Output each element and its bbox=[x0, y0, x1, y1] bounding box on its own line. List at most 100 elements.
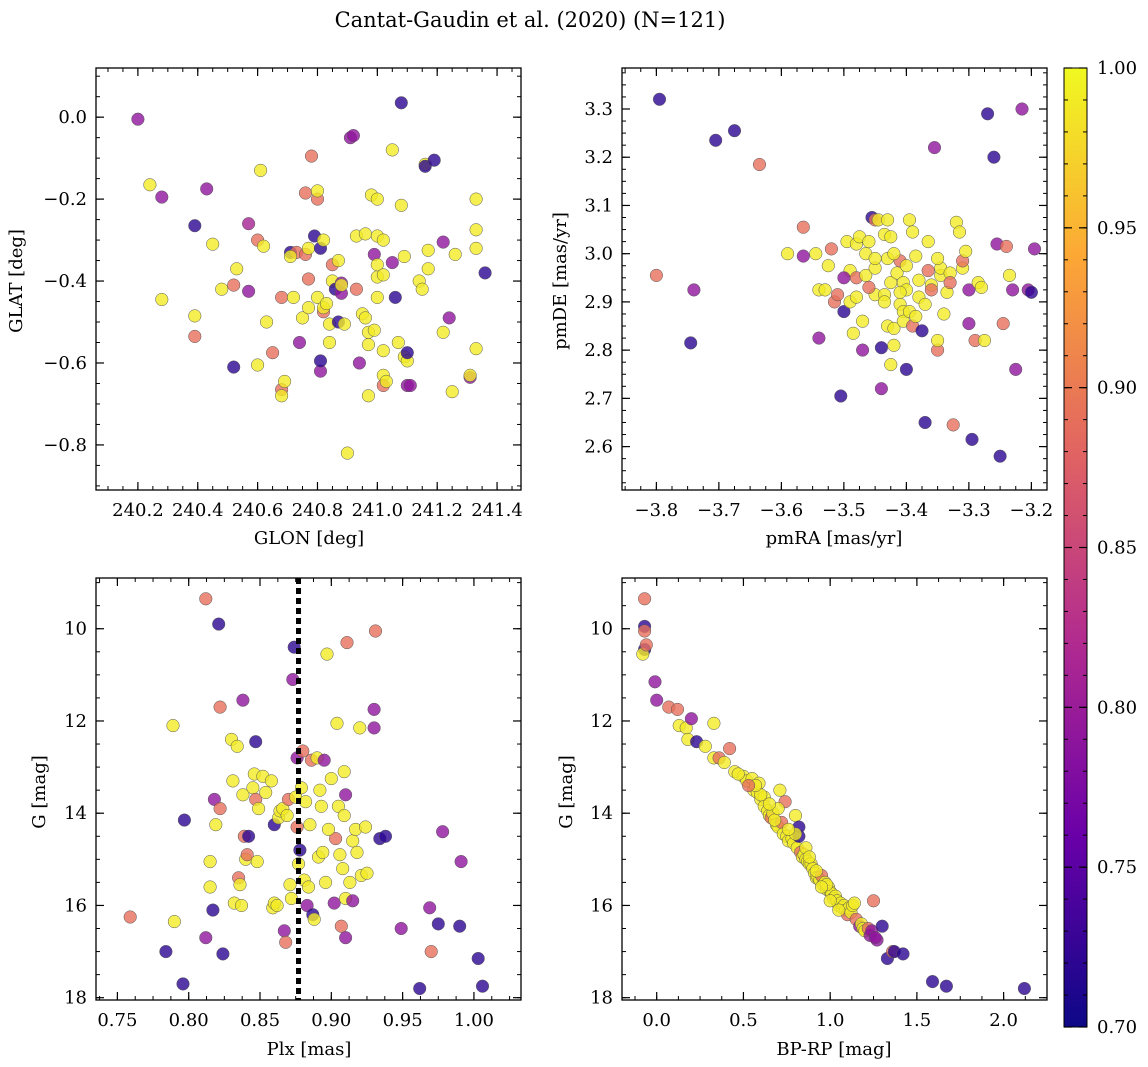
scatter-point bbox=[723, 742, 737, 756]
scatter-point bbox=[280, 808, 294, 823]
scatter-point bbox=[203, 880, 217, 894]
scatter-point bbox=[469, 192, 483, 206]
scatter-point bbox=[361, 389, 375, 403]
y-tick-label: 18 bbox=[64, 988, 87, 1009]
y-tick-label: 14 bbox=[64, 803, 87, 824]
scatter-point bbox=[463, 368, 477, 382]
panel-pmra-pmde: pmRA [mas/yr] pmDE [mas/yr] −3.8 −3.7 −3.6… bbox=[550, 67, 1053, 549]
scatter-point bbox=[650, 693, 664, 707]
scatter-point bbox=[394, 921, 408, 936]
scatter-point bbox=[974, 280, 988, 294]
figure-title: Cantat-Gaudin et al. (2020) (N=121) bbox=[335, 8, 726, 32]
y-tick-label: −0.4 bbox=[43, 271, 87, 292]
scatter-point bbox=[367, 702, 381, 716]
scatter-point bbox=[370, 290, 384, 304]
scatter-point bbox=[301, 272, 316, 286]
scatter-point bbox=[648, 675, 662, 689]
x-tick-label: 2.0 bbox=[989, 1010, 1018, 1031]
x-tick-label: 1.0 bbox=[816, 1010, 845, 1031]
scatter-point bbox=[999, 239, 1013, 253]
scatter-point bbox=[856, 314, 870, 328]
scatter-point bbox=[802, 850, 816, 864]
scatter-point bbox=[275, 290, 289, 304]
scatter-point bbox=[310, 290, 325, 304]
scatter-point bbox=[899, 259, 913, 273]
scatter-point bbox=[814, 880, 829, 894]
scatter-point bbox=[337, 765, 351, 779]
scatter-point bbox=[866, 894, 881, 908]
scatter-point bbox=[361, 338, 375, 352]
scatter-point bbox=[849, 290, 863, 304]
scatter-point bbox=[307, 912, 321, 926]
scatter-point bbox=[260, 315, 274, 329]
scatter-point bbox=[292, 335, 307, 350]
y-tick-label: 10 bbox=[64, 619, 87, 640]
scatter-point bbox=[304, 149, 319, 163]
plot-frame bbox=[621, 577, 1048, 1001]
scatter-point bbox=[250, 855, 264, 869]
scatter-point bbox=[400, 346, 414, 360]
scatter-point bbox=[454, 855, 468, 869]
scatter-point bbox=[242, 217, 256, 231]
scatter-point bbox=[874, 382, 888, 396]
scatter-point bbox=[403, 378, 417, 393]
y-tick-label: 10 bbox=[590, 619, 613, 640]
scatter-point bbox=[862, 235, 876, 249]
scatter-point bbox=[188, 219, 202, 233]
scatter-point bbox=[781, 247, 795, 261]
scatter-point bbox=[742, 778, 756, 793]
scatter-point bbox=[1027, 242, 1042, 256]
scatter-point bbox=[283, 249, 298, 264]
scatter-point bbox=[213, 802, 227, 816]
scatter-point bbox=[321, 822, 336, 836]
colorbar: 0.70 0.75 0.80 0.85 0.90 0.95 1.00 bbox=[1063, 58, 1137, 1038]
x-tick-label: 0.90 bbox=[311, 1010, 351, 1031]
colorbar-tick-label: 0.75 bbox=[1097, 857, 1137, 878]
scatter-point bbox=[360, 866, 374, 880]
x-axis-label: Plx [mas] bbox=[267, 1039, 352, 1060]
scatter-point bbox=[475, 979, 490, 993]
x-tick-label: 1.5 bbox=[903, 1010, 932, 1031]
scatter-point bbox=[358, 311, 372, 325]
scatter-point bbox=[912, 273, 926, 287]
scatter-point bbox=[333, 848, 347, 862]
scatter-point bbox=[249, 735, 263, 749]
scatter-point bbox=[638, 592, 652, 606]
scatter-point bbox=[788, 808, 803, 823]
scatter-point bbox=[707, 716, 721, 730]
scatter-point bbox=[236, 788, 250, 802]
scatter-point bbox=[896, 947, 910, 961]
plot-frame bbox=[621, 67, 1048, 491]
scatter-point bbox=[242, 829, 256, 843]
scatter-point bbox=[324, 772, 338, 786]
x-tick-label: 240.8 bbox=[292, 500, 344, 521]
scatter-point bbox=[370, 258, 384, 272]
scatter-point bbox=[915, 324, 929, 338]
scatter-point bbox=[952, 225, 967, 239]
scatter-point bbox=[376, 233, 390, 247]
scatter-point bbox=[959, 244, 973, 258]
x-tick-label: 241.4 bbox=[471, 500, 523, 521]
colorbar-tick-label: 1.00 bbox=[1097, 58, 1137, 79]
scatter-point bbox=[834, 389, 848, 403]
scatter-point bbox=[868, 251, 882, 266]
y-tick-label: 18 bbox=[590, 988, 613, 1009]
scatter-point bbox=[469, 241, 483, 255]
y-axis-label: GLAT [deg] bbox=[6, 229, 27, 333]
x-tick-label: 0.95 bbox=[383, 1010, 423, 1031]
scatter-point bbox=[303, 818, 317, 832]
scatter-point bbox=[796, 220, 810, 234]
scatter-point bbox=[298, 186, 313, 200]
y-tick-label: 3.0 bbox=[584, 244, 613, 265]
scatter-point bbox=[812, 331, 826, 345]
scatter-point bbox=[391, 335, 405, 350]
scatter-point bbox=[234, 898, 249, 913]
scatter-point bbox=[397, 249, 411, 264]
scatter-point bbox=[421, 243, 435, 257]
scatter-point bbox=[242, 284, 256, 298]
scatter-point bbox=[278, 374, 292, 388]
scatter-point bbox=[818, 283, 832, 297]
colorbar-tick-label: 0.80 bbox=[1097, 697, 1137, 718]
scatter-point bbox=[339, 788, 353, 802]
